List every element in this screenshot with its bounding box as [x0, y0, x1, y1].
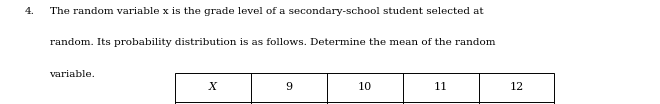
Bar — [175, 73, 554, 104]
Text: 11: 11 — [434, 82, 447, 92]
Text: X: X — [209, 82, 216, 92]
Text: The random variable x is the grade level of a secondary-school student selected : The random variable x is the grade level… — [50, 7, 483, 16]
Text: 10: 10 — [358, 82, 372, 92]
Text: 9: 9 — [285, 82, 292, 92]
Text: 4.: 4. — [25, 7, 35, 16]
Text: random. Its probability distribution is as follows. Determine the mean of the ra: random. Its probability distribution is … — [50, 38, 495, 48]
Text: variable.: variable. — [50, 70, 96, 79]
Text: 12: 12 — [510, 82, 523, 92]
